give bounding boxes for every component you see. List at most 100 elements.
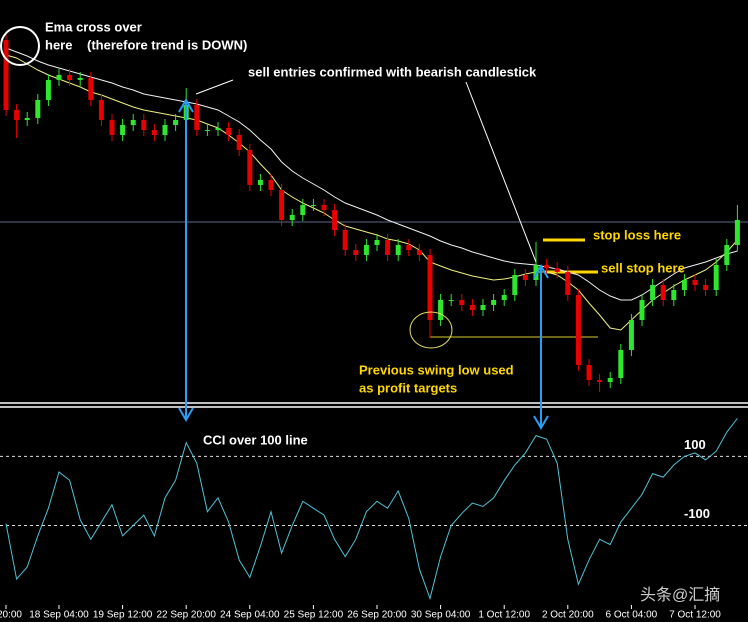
arrow: [178, 98, 194, 422]
x-tick-label: 20:00: [0, 610, 22, 621]
candle-body: [438, 300, 444, 320]
candle-body: [681, 280, 687, 290]
candle-body: [618, 350, 624, 378]
candle-body: [194, 105, 200, 130]
candle-body: [268, 180, 274, 190]
candle-body: [3, 40, 9, 110]
annotation: sell stop here: [601, 260, 685, 275]
candle-body: [353, 250, 359, 255]
candle-body: [713, 265, 719, 290]
candle-body: [703, 285, 709, 290]
candle-body: [650, 285, 656, 300]
x-tick-label: 25 Sep 12:00: [284, 610, 344, 621]
candle-body: [257, 180, 263, 185]
annotation: as profit targets: [359, 380, 457, 395]
candle-body: [565, 272, 571, 295]
candle-body: [628, 320, 634, 350]
candle-body: [363, 245, 369, 255]
candle-body: [173, 120, 179, 125]
candle-body: [342, 230, 348, 250]
candle-body: [734, 220, 740, 245]
y-tick-label: 100: [684, 437, 706, 452]
candle-body: [88, 78, 94, 100]
x-tick-label: 26 Sep 20:00: [347, 610, 407, 621]
candle-body: [141, 120, 147, 130]
candle-body: [215, 128, 221, 130]
annotation: here: [45, 37, 72, 52]
candle-body: [310, 205, 316, 206]
candle-body: [597, 380, 603, 382]
candle-body: [554, 268, 560, 272]
watermark: 头条@汇摘: [640, 586, 720, 604]
candle-body: [162, 125, 168, 135]
candle-body: [448, 300, 454, 301]
annotation: Ema cross over: [45, 19, 142, 34]
candle-body: [289, 215, 295, 220]
candle-body: [522, 275, 528, 280]
candle-body: [151, 130, 157, 135]
ema-line: [5, 54, 738, 331]
candle-body: [491, 300, 497, 305]
candle-body: [544, 265, 550, 268]
candle-body: [45, 80, 51, 100]
candle-body: [406, 245, 412, 250]
cci-line: [5, 418, 738, 601]
annotation: stop loss here: [593, 227, 681, 242]
x-tick-label: 24 Sep 04:00: [220, 610, 280, 621]
x-tick-label: 2 Oct 20:00: [542, 610, 594, 621]
candle-body: [459, 300, 465, 305]
y-tick-label: -100: [684, 506, 710, 521]
candle-body: [575, 295, 581, 365]
candle-body: [607, 378, 613, 382]
candle-body: [724, 245, 730, 265]
candle-body: [332, 210, 338, 230]
candle-body: [469, 305, 475, 310]
annotation: Previous swing low used: [359, 362, 514, 377]
candle-body: [586, 365, 592, 380]
candle-body: [24, 118, 30, 120]
x-tick-label: 30 Sep 04:00: [411, 610, 471, 621]
candle-body: [671, 290, 677, 300]
candle-body: [395, 245, 401, 255]
candle-body: [204, 130, 210, 131]
candle-body: [427, 255, 433, 320]
candle-body: [385, 240, 391, 255]
arrow: [533, 264, 549, 430]
candle-body: [98, 100, 104, 120]
annotation: (therefore trend is DOWN): [87, 37, 247, 52]
candle-body: [639, 300, 645, 320]
candle-body: [480, 305, 486, 310]
candle-body: [279, 190, 285, 220]
candle-body: [501, 295, 507, 300]
pointer-line: [195, 79, 234, 95]
candle-body: [109, 120, 115, 135]
candle-body: [77, 78, 83, 80]
candle-body: [120, 125, 126, 135]
pointer-line: [465, 81, 537, 263]
highlight-circle: [409, 311, 453, 349]
annotation: CCI over 100 line: [203, 432, 308, 447]
marks: Ema cross over here (therefore trend is DO…: [0, 19, 748, 621]
ema-line: [5, 47, 738, 301]
candle-body: [247, 150, 253, 185]
candle-body: [14, 110, 20, 120]
x-tick-label: 6 Oct 04:00: [606, 610, 658, 621]
candle-body: [67, 75, 73, 80]
candle-body: [35, 100, 41, 118]
highlight-circle: [0, 26, 40, 66]
annotation: sell entries confirmed with bearish cand…: [248, 64, 537, 79]
candle-body: [226, 128, 232, 135]
candle-body: [321, 205, 327, 210]
x-tick-label: 7 Oct 12:00: [669, 610, 721, 621]
x-tick-label: 19 Sep 12:00: [93, 610, 153, 621]
x-tick-label: 22 Sep 20:00: [156, 610, 216, 621]
candle-body: [533, 265, 539, 280]
x-tick-label: 1 Oct 12:00: [478, 610, 530, 621]
candle-body: [300, 205, 306, 215]
candle-body: [374, 240, 380, 245]
candle-body: [56, 75, 62, 80]
candle-body: [512, 275, 518, 295]
candle-body: [130, 120, 136, 125]
candle-body: [236, 135, 242, 150]
